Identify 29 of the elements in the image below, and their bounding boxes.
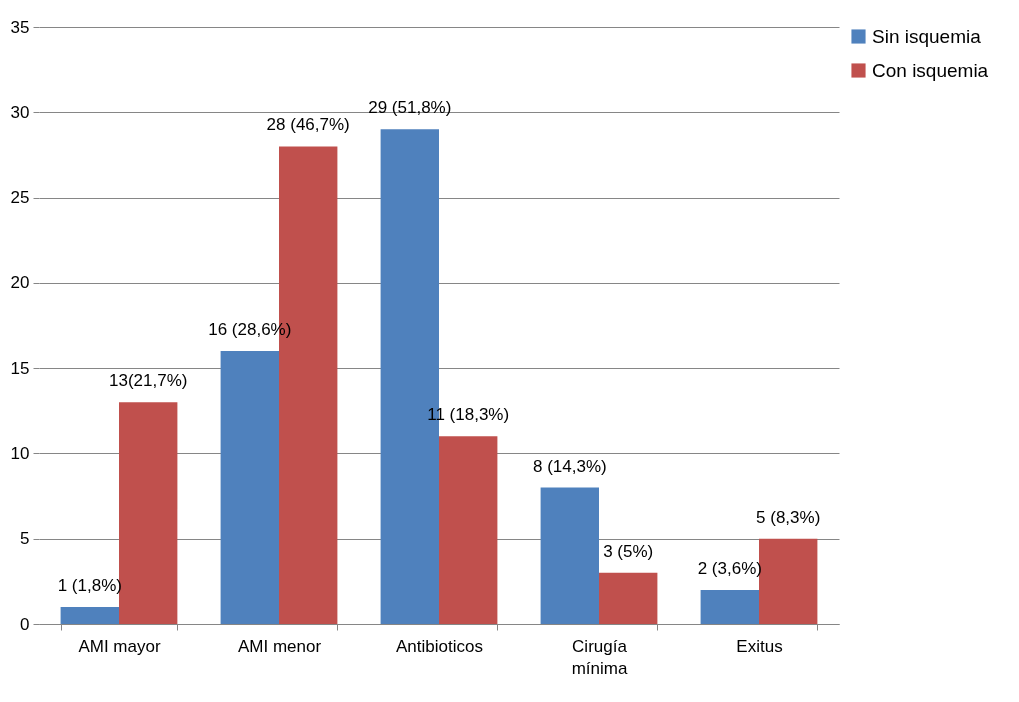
y-tick-label: 20 [10, 273, 30, 293]
bar [599, 572, 658, 624]
data-label: 8 (14,3%) [532, 456, 607, 476]
data-label: 3 (5%) [603, 541, 654, 561]
y-tick-label: 30 [10, 102, 30, 122]
legend-label: Con isquemia [872, 59, 989, 81]
y-tick-label: 0 [20, 614, 30, 634]
bar [759, 538, 818, 624]
bar [700, 589, 759, 624]
data-label: 5 (8,3%) [756, 507, 821, 527]
x-tick-label: AMI menor [237, 636, 322, 656]
y-tick-label: 15 [10, 358, 30, 378]
y-tick-label: 35 [10, 17, 30, 37]
bar [220, 351, 279, 624]
y-tick-label: 5 [20, 529, 30, 549]
y-tick-label: 25 [10, 188, 30, 208]
data-label: 29 (51,8%) [368, 98, 452, 118]
x-tick-label: Exitus [736, 636, 783, 656]
data-label: 28 (46,7%) [266, 115, 350, 135]
bar [60, 606, 119, 624]
bar [439, 436, 498, 624]
bar [540, 487, 599, 624]
bar [119, 402, 178, 624]
x-tick-label: AMI mayor [78, 636, 161, 656]
data-label: 13(21,7%) [108, 371, 188, 391]
x-tick-label: Cirugía mínima [571, 636, 628, 678]
x-tick-label: Antibioticos [396, 636, 483, 656]
legend-label: Sin isquemia [872, 25, 982, 47]
y-tick-label: 10 [10, 443, 30, 463]
